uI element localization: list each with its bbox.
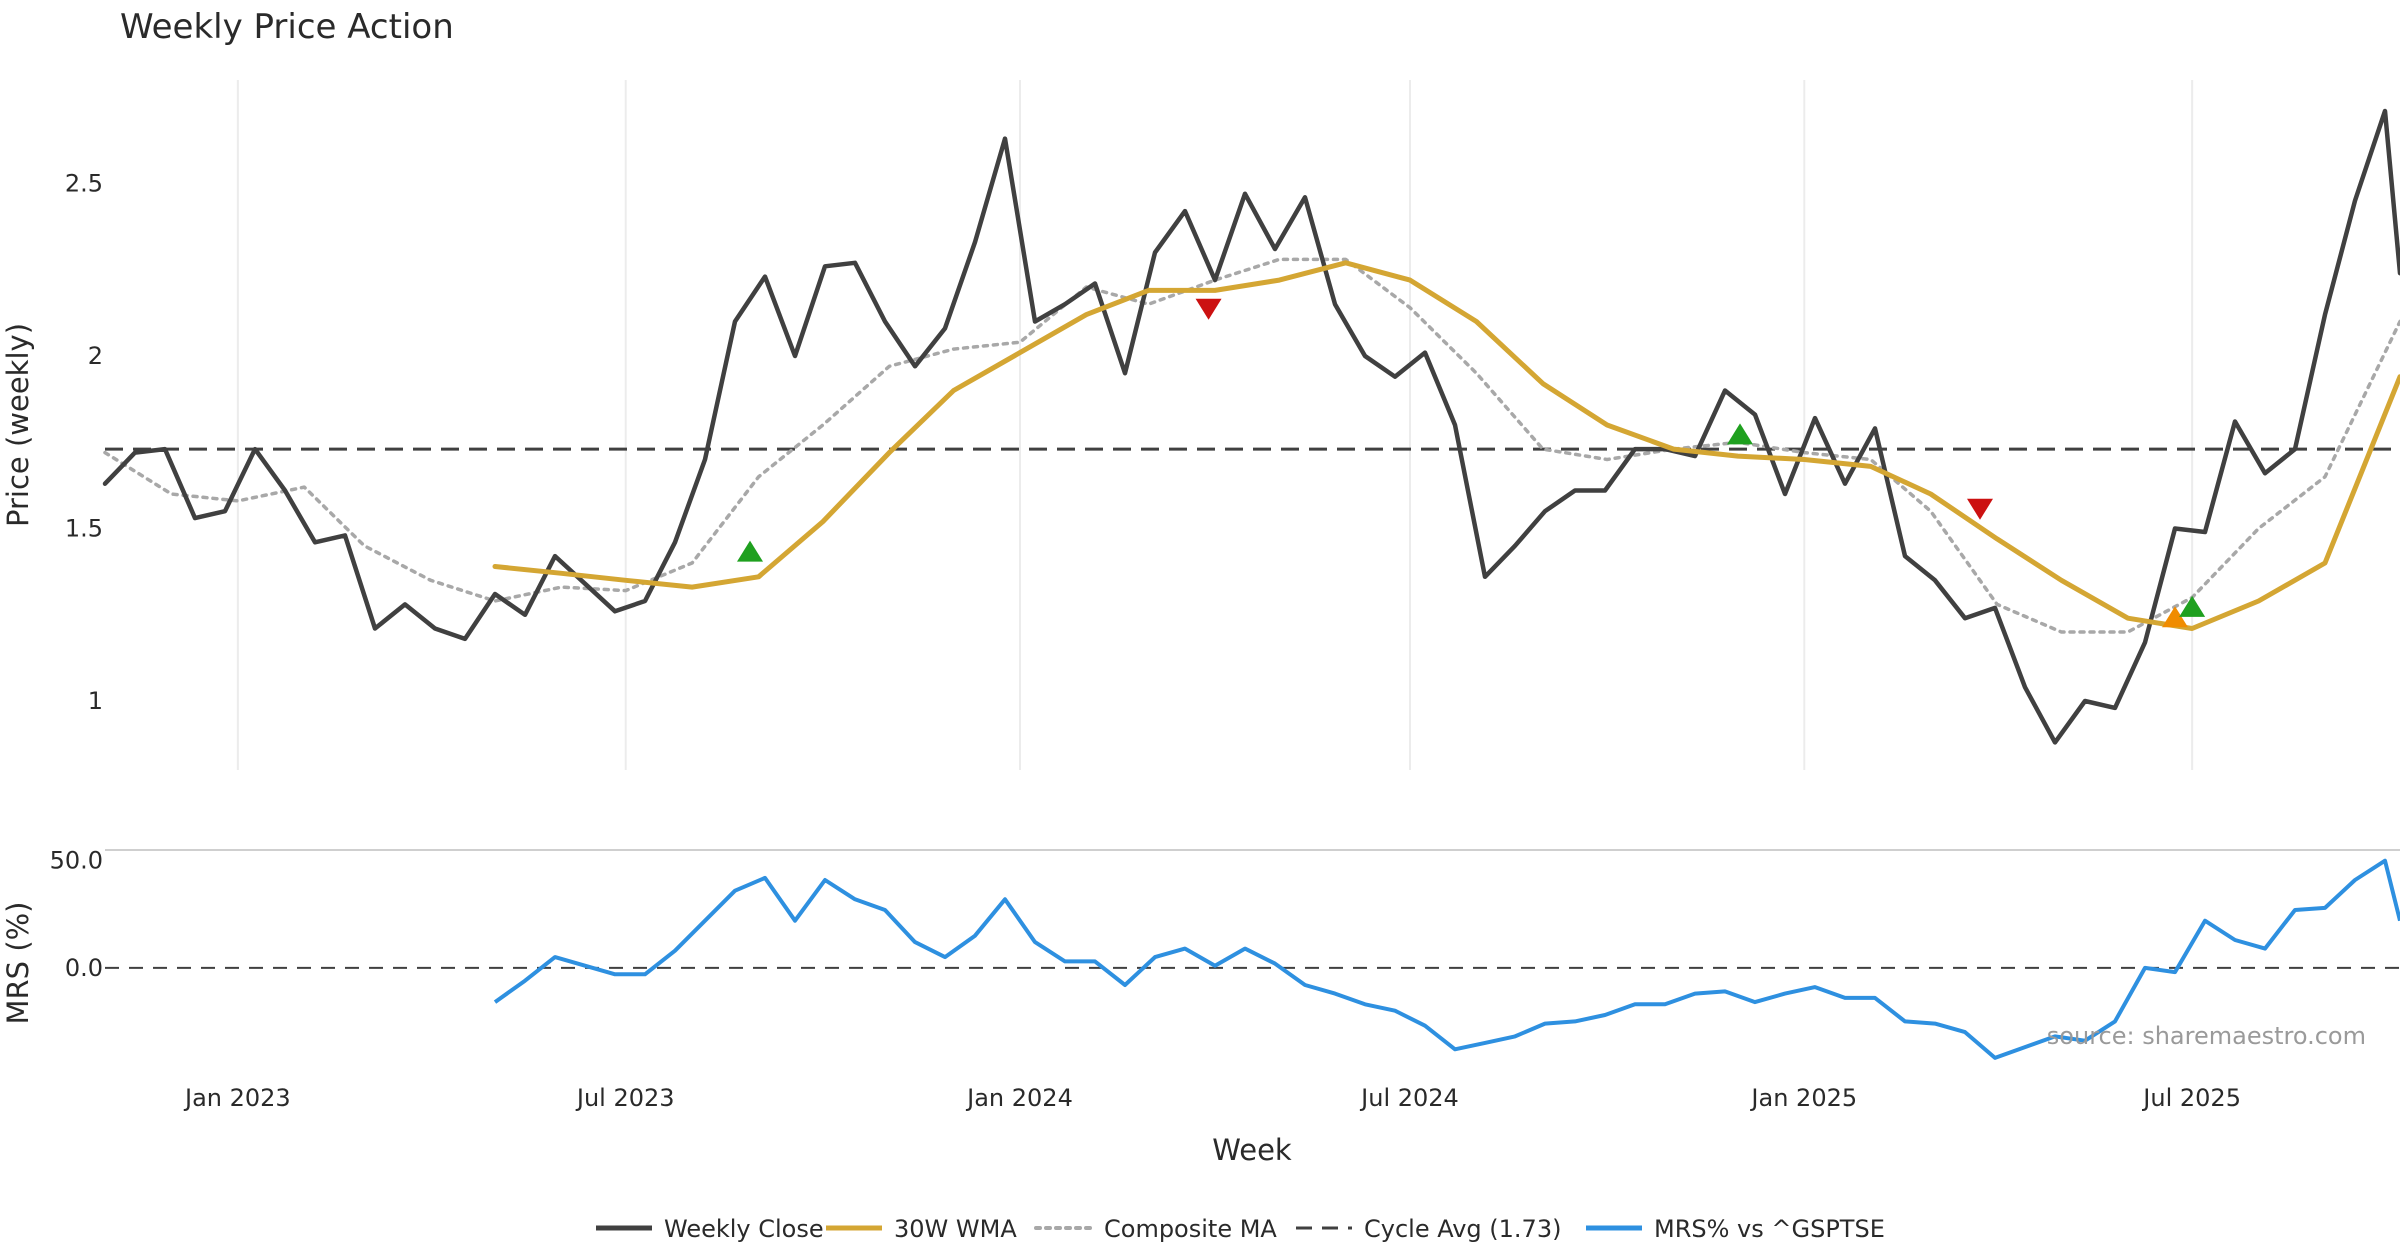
price-y-ticks: 1 1.5 2 2.5	[65, 170, 103, 716]
price-y-tick-label: 1	[88, 687, 103, 715]
price-y-axis-label: Price (weekly)	[1, 323, 35, 527]
signal-markers	[737, 298, 2206, 628]
composite-ma-line	[103, 257, 2400, 634]
x-axis-ticks: Jan 2023 Jul 2023 Jan 2024 Jul 2024 Jan 2025…	[183, 1084, 2241, 1112]
x-tick-label: Jan 2023	[183, 1084, 291, 1112]
mrs-y-axis-label: MRS (%)	[1, 902, 35, 1025]
legend-label: Weekly Close	[664, 1215, 824, 1243]
sell-signal-marker	[1967, 498, 1993, 520]
price-y-tick-label: 1.5	[65, 515, 103, 543]
mrs-y-tick-label: 50.0	[50, 847, 103, 875]
buy-signal-marker	[1727, 423, 1753, 445]
x-axis-label: Week	[1212, 1133, 1292, 1167]
buy-signal-marker	[2162, 606, 2188, 628]
legend-label: MRS% vs ^GSPTSE	[1654, 1215, 1885, 1243]
x-tick-label: Jan 2025	[1749, 1084, 1857, 1112]
mrs-y-tick-label: 0.0	[65, 954, 103, 982]
mrs-y-ticks: 0.0 50.0	[50, 847, 103, 982]
price-y-tick-label: 2.5	[65, 170, 103, 198]
buy-signal-marker	[737, 540, 763, 562]
price-y-tick-label: 2	[88, 342, 103, 370]
buy-signal-marker	[2179, 595, 2206, 617]
legend-label: Cycle Avg (1.73)	[1364, 1215, 1561, 1243]
x-tick-label: Jul 2024	[1359, 1084, 1459, 1112]
price-series	[102, 108, 2400, 745]
weekly-close-line	[102, 108, 2400, 745]
chart-title: Weekly Price Action	[120, 7, 454, 47]
mrs-line	[493, 858, 2400, 1060]
x-tick-label: Jul 2025	[2141, 1084, 2241, 1112]
mrs-series	[493, 858, 2400, 1060]
price-gridlines	[236, 80, 2194, 770]
30w-wma-line	[492, 260, 2400, 631]
legend-label: Composite MA	[1104, 1215, 1277, 1243]
legend: Weekly Close 30W WMA Composite MA Cycle Avg…	[596, 1215, 1885, 1243]
legend-label: 30W WMA	[894, 1215, 1017, 1243]
x-tick-label: Jul 2023	[575, 1084, 675, 1112]
source-note: source: sharemaestro.com	[2047, 1022, 2366, 1050]
sell-signal-marker	[1195, 298, 1222, 320]
x-tick-label: Jan 2024	[965, 1084, 1073, 1112]
